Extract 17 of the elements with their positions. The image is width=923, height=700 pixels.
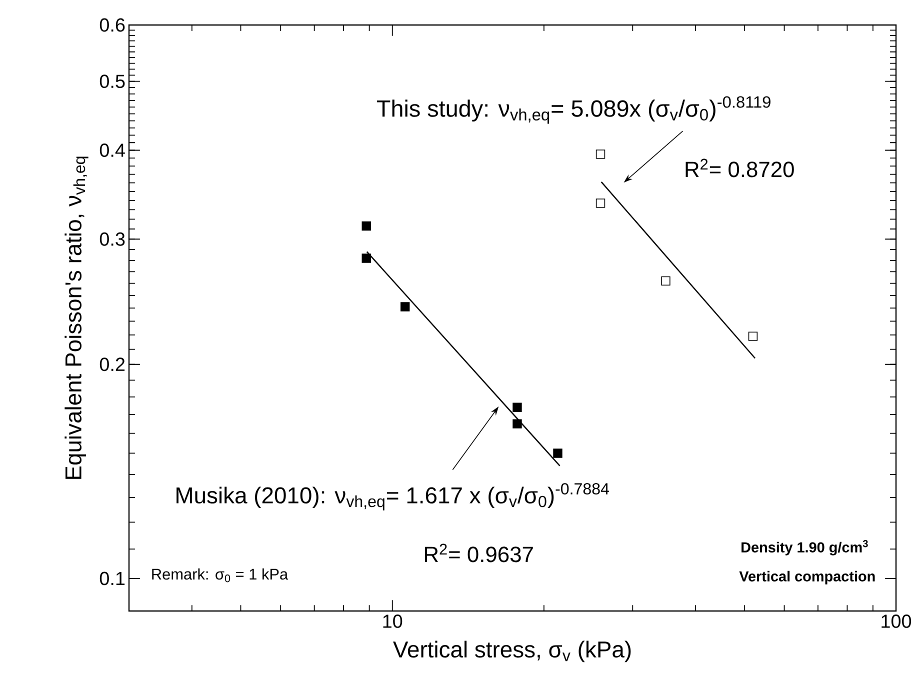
x-axis-title: Vertical stress, σ$_{v}$ (kPa) — [393, 640, 631, 662]
annotation: Vertical compaction — [739, 570, 875, 584]
y-tick-label: 0.4 — [100, 144, 125, 157]
annotation: Musika (2010): ν$_{vh,eq}$= 1.617 x (σ$_{v}$/σ$_{0}$)$^{-0.7884}$ — [176, 483, 609, 510]
y-tick-label: 0.5 — [100, 74, 125, 88]
y-tick-label: 0.2 — [100, 358, 125, 372]
x-tick-label: 10 — [383, 614, 402, 628]
annotation: Density 1.90 g/cm$^{3}$ — [742, 540, 868, 556]
y-tick-label: 0.3 — [100, 232, 125, 246]
y-tick-label: 0.6 — [100, 18, 125, 32]
annotation: R$^{2}$= 0.9637 — [425, 544, 533, 562]
annotation: Remark: σ$_{0}$ = 1 kPa — [152, 568, 288, 582]
annotation: This study: ν$_{vh,eq}$= 5.089x (σ$_{v}$/σ$_{0}$)$^{-0.8119}$ — [376, 96, 770, 124]
x-tick-label: 100 — [882, 614, 912, 628]
y-tick-label: 0.1 — [100, 572, 125, 586]
y-axis-title: Equivalent Poisson's ratio, ν$_{vh,eq}$ — [64, 156, 88, 479]
annotation: R$^{2}$= 0.8720 — [686, 158, 794, 178]
